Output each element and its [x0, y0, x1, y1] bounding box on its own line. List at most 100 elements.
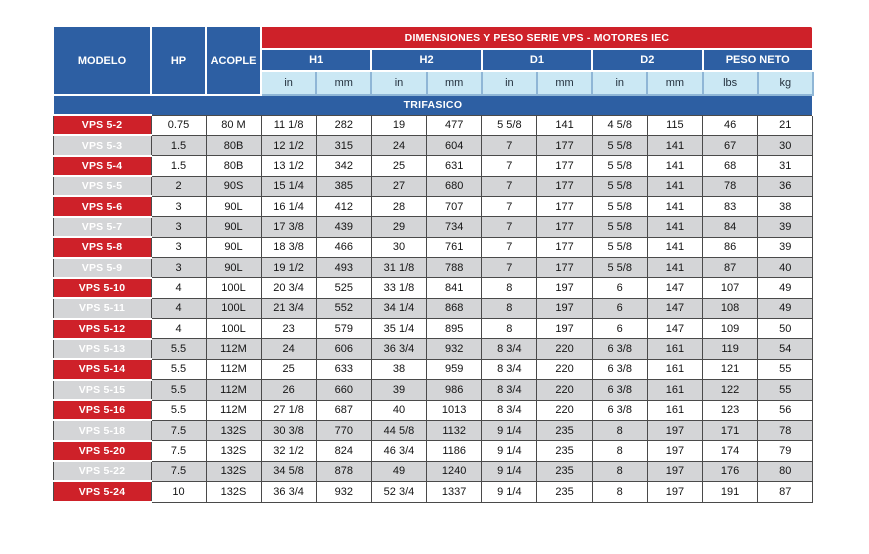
value-cell: 112M	[205, 399, 262, 421]
value-cell: 5.5	[150, 358, 207, 381]
table-row: VPS 5-15 5.5 112M 26 660 39 986 8 3/4 220 6 3/8 16…	[52, 378, 814, 402]
value-cell: 90L	[205, 236, 262, 259]
value-cell: 466	[315, 236, 372, 259]
value-cell: 633	[315, 358, 372, 381]
model-cell: VPS 5-13	[52, 337, 152, 361]
value-cell: 25	[260, 358, 317, 381]
value-cell: 3	[150, 257, 207, 279]
value-cell: 52 3/4	[370, 480, 428, 503]
value-cell: 90L	[205, 195, 262, 218]
value-cell: 30 3/8	[260, 419, 317, 442]
value-cell: 132S	[205, 480, 262, 503]
value-cell: 895	[426, 318, 483, 340]
table-row: VPS 5-2 0.75 80 M 11 1/8 282 19 477 5 5/8 141 4 5…	[52, 113, 814, 137]
value-cell: 4	[150, 318, 207, 340]
value-cell: 49	[757, 297, 814, 320]
value-cell: 680	[426, 175, 483, 197]
value-cell: 38	[757, 195, 814, 218]
table-row: VPS 5-7 3 90L 17 3/8 439 29 734 7 177 5 5/8 141 84 3…	[52, 215, 814, 239]
value-cell: 79	[757, 440, 814, 462]
value-cell: 21 3/4	[260, 297, 317, 320]
value-cell: 660	[315, 379, 372, 401]
value-cell: 44 5/8	[370, 419, 428, 442]
value-cell: 8 3/4	[481, 379, 538, 401]
value-cell: 26	[260, 379, 317, 401]
value-cell: 78	[701, 175, 759, 197]
value-cell: 147	[646, 297, 704, 320]
value-cell: 100L	[205, 277, 262, 299]
value-cell: 112M	[205, 358, 262, 381]
value-cell: 9 1/4	[481, 480, 538, 503]
value-cell: 6	[591, 277, 648, 299]
value-cell: 7	[481, 155, 538, 177]
column-header-modelo: MODELO	[52, 25, 152, 96]
value-cell: 108	[701, 297, 759, 320]
value-cell: 161	[646, 379, 704, 401]
value-cell: 33 1/8	[370, 277, 428, 299]
value-cell: 315	[315, 134, 372, 157]
value-cell: 46	[701, 114, 759, 136]
value-cell: 5 5/8	[591, 175, 648, 197]
value-cell: 197	[646, 480, 704, 503]
value-cell: 141	[646, 155, 704, 177]
value-cell: 235	[536, 460, 593, 482]
value-cell: 1132	[426, 419, 483, 442]
value-cell: 5 5/8	[591, 236, 648, 259]
value-cell: 30	[370, 236, 428, 259]
value-cell: 868	[426, 297, 483, 320]
value-cell: 493	[315, 257, 372, 279]
value-cell: 2	[150, 175, 207, 197]
value-cell: 80 M	[205, 114, 262, 136]
value-cell: 932	[315, 480, 372, 503]
value-cell: 878	[315, 460, 372, 482]
value-cell: 13 1/2	[260, 155, 317, 177]
value-cell: 1.5	[150, 155, 207, 177]
value-cell: 34 5/8	[260, 460, 317, 482]
table-row: VPS 5-24 10 132S 36 3/4 932 52 3/4 1337 9 1/4 23…	[52, 480, 814, 503]
table-row: VPS 5-3 1.5 80B 12 1/2 315 24 604 7 177 5 5/8 141 6…	[52, 134, 814, 157]
value-cell: 191	[701, 480, 759, 503]
value-cell: 9 1/4	[481, 440, 538, 462]
value-cell: 177	[536, 216, 593, 238]
table-row: VPS 5-4 1.5 80B 13 1/2 342 25 631 7 177 5 5/8 141 6…	[52, 154, 814, 178]
value-cell: 197	[536, 318, 593, 340]
column-group-h2: H2	[370, 48, 483, 72]
column-group-d2: D2	[591, 48, 704, 72]
value-cell: 161	[646, 338, 704, 360]
value-cell: 171	[701, 419, 759, 442]
model-cell: VPS 5-20	[52, 439, 152, 463]
value-cell: 788	[426, 257, 483, 279]
value-cell: 477	[426, 114, 483, 136]
value-cell: 40	[757, 257, 814, 279]
value-cell: 161	[646, 399, 704, 421]
value-cell: 141	[646, 236, 704, 259]
value-cell: 50	[757, 318, 814, 340]
value-cell: 220	[536, 399, 593, 421]
value-cell: 56	[757, 399, 814, 421]
value-cell: 824	[315, 440, 372, 462]
value-cell: 220	[536, 358, 593, 381]
value-cell: 177	[536, 236, 593, 259]
value-cell: 132S	[205, 419, 262, 442]
value-cell: 385	[315, 175, 372, 197]
value-cell: 1337	[426, 480, 483, 503]
value-cell: 20 3/4	[260, 277, 317, 299]
value-cell: 604	[426, 134, 483, 157]
model-cell: VPS 5-12	[52, 317, 152, 340]
table-row: VPS 5-12 4 100L 23 579 35 1/4 895 8 197 6 147 109 50	[52, 317, 814, 340]
value-cell: 770	[315, 419, 372, 442]
value-cell: 122	[701, 379, 759, 401]
unit-header-d2-mm: mm	[646, 70, 704, 96]
value-cell: 6	[591, 318, 648, 340]
column-header-acople: ACOPLE	[205, 25, 262, 96]
value-cell: 734	[426, 216, 483, 238]
value-cell: 119	[701, 338, 759, 360]
model-cell: VPS 5-15	[52, 378, 152, 402]
value-cell: 25	[370, 155, 428, 177]
value-cell: 141	[646, 134, 704, 157]
value-cell: 78	[757, 419, 814, 442]
column-header-hp: HP	[150, 25, 207, 96]
model-cell: VPS 5-22	[52, 460, 152, 483]
value-cell: 115	[646, 114, 704, 136]
